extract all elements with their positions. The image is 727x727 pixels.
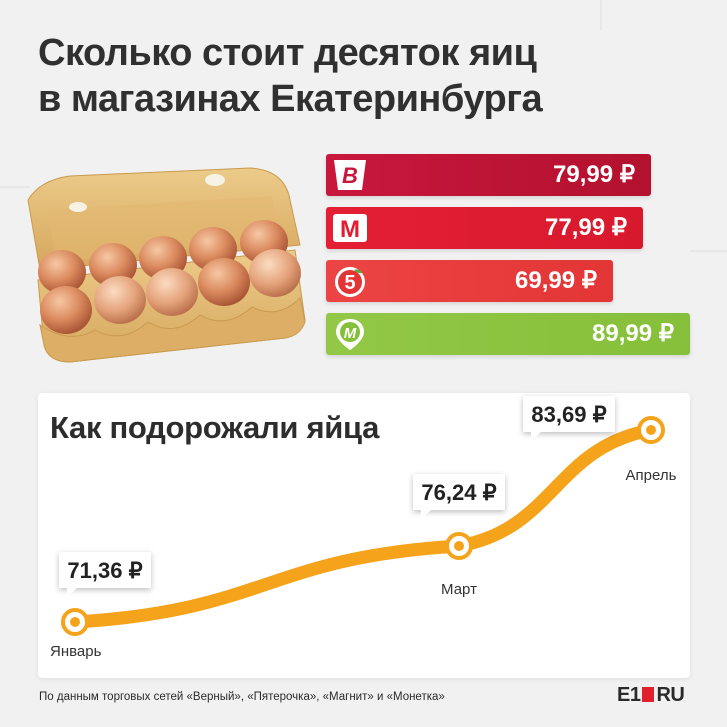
series-line	[68, 423, 658, 629]
brand-left: E1	[617, 684, 641, 706]
value-label: 71,36 ₽	[67, 558, 142, 583]
monetka-logo-icon: M	[336, 319, 364, 350]
price-monetka: 89,99 ₽	[592, 320, 674, 347]
category-label: Апрель	[626, 467, 677, 484]
pyaterochka-logo-icon: 5	[335, 267, 365, 297]
value-label-box	[413, 474, 505, 511]
value-label-tail	[531, 432, 541, 441]
source-note: По данным торговых сетей «Верный», «Пяте…	[39, 691, 445, 703]
value-label-tail	[67, 588, 77, 597]
monetka-logo-letter: M	[344, 325, 357, 342]
value-label-box	[523, 396, 615, 432]
pyaterochka-logo-digit: 5	[344, 272, 355, 294]
background-line	[690, 250, 727, 252]
store-bar-magnit: M 77,99 ₽	[326, 207, 643, 249]
page-title-line-1: Сколько стоит десяток яиц	[38, 32, 537, 74]
store-bar-verny: B 79,99 ₽	[326, 154, 651, 196]
chart-title: Как подорожали яйца	[50, 410, 380, 445]
brand-right: RU	[656, 684, 685, 706]
category-label: Январь	[50, 643, 102, 660]
value-label-tail	[421, 510, 431, 520]
verny-logo-icon: B	[334, 160, 366, 190]
price-pyaterochka: 69,99 ₽	[515, 267, 597, 294]
store-bar-pyaterochka: 5 69,99 ₽	[326, 260, 613, 302]
page-title: Сколько стоит десяток яиц в магазинах Ек…	[38, 30, 543, 122]
background-line	[600, 0, 602, 30]
chart-panel	[38, 393, 690, 678]
verny-logo-letter: B	[342, 163, 358, 188]
value-label: 76,24 ₽	[421, 480, 496, 505]
background-line	[0, 186, 30, 188]
brand-square-icon	[642, 687, 655, 702]
data-point-core	[454, 541, 464, 552]
price-verny: 79,99 ₽	[553, 161, 635, 188]
e1-brand-logo: E1 RU	[617, 684, 685, 707]
value-label-box	[59, 552, 151, 588]
price-magnit: 77,99 ₽	[545, 214, 627, 241]
data-point-core	[70, 617, 80, 627]
magnit-logo-letter: M	[340, 216, 360, 243]
data-point-core	[646, 425, 656, 435]
page-title-line-2: в магазинах Екатеринбурга	[38, 78, 543, 120]
category-label: Март	[441, 581, 477, 598]
value-label: 83,69 ₽	[531, 402, 606, 427]
magnit-logo-icon: M	[333, 214, 367, 243]
store-bar-monetka: M 89,99 ₽	[326, 313, 690, 355]
